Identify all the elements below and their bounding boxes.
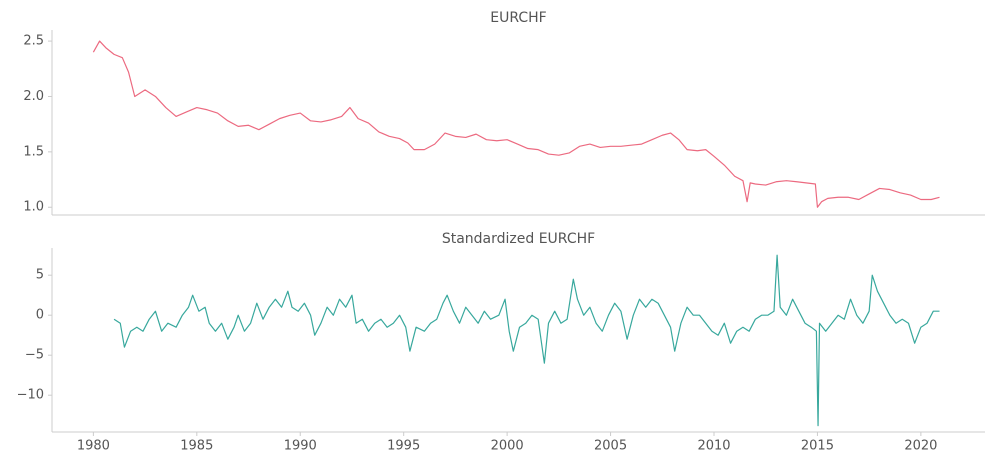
y-tick-label: −5 <box>25 348 44 363</box>
x-tick-label: 2000 <box>491 439 524 454</box>
y-tick-label: 0 <box>36 308 44 323</box>
chart-title: Standardized EURCHF <box>442 231 595 247</box>
y-tick-label: 5 <box>36 268 44 283</box>
y-tick-label: 1.0 <box>23 200 44 215</box>
chart-title: EURCHF <box>490 10 546 26</box>
y-tick-label: 2.5 <box>23 34 44 49</box>
data-line <box>92 40 940 208</box>
data-line <box>113 254 940 427</box>
x-tick-label: 1980 <box>77 439 110 454</box>
x-tick-label: 1990 <box>284 439 317 454</box>
y-tick-label: 1.5 <box>23 144 44 159</box>
x-tick-label: 2020 <box>904 439 937 454</box>
x-tick-label: 1985 <box>180 439 213 454</box>
x-tick-label: 2010 <box>697 439 730 454</box>
y-tick-label: 2.0 <box>23 89 44 104</box>
y-tick-label: −10 <box>17 388 44 403</box>
x-tick-label: 2015 <box>801 439 834 454</box>
x-tick-label: 2005 <box>594 439 627 454</box>
x-tick-label: 1995 <box>387 439 420 454</box>
